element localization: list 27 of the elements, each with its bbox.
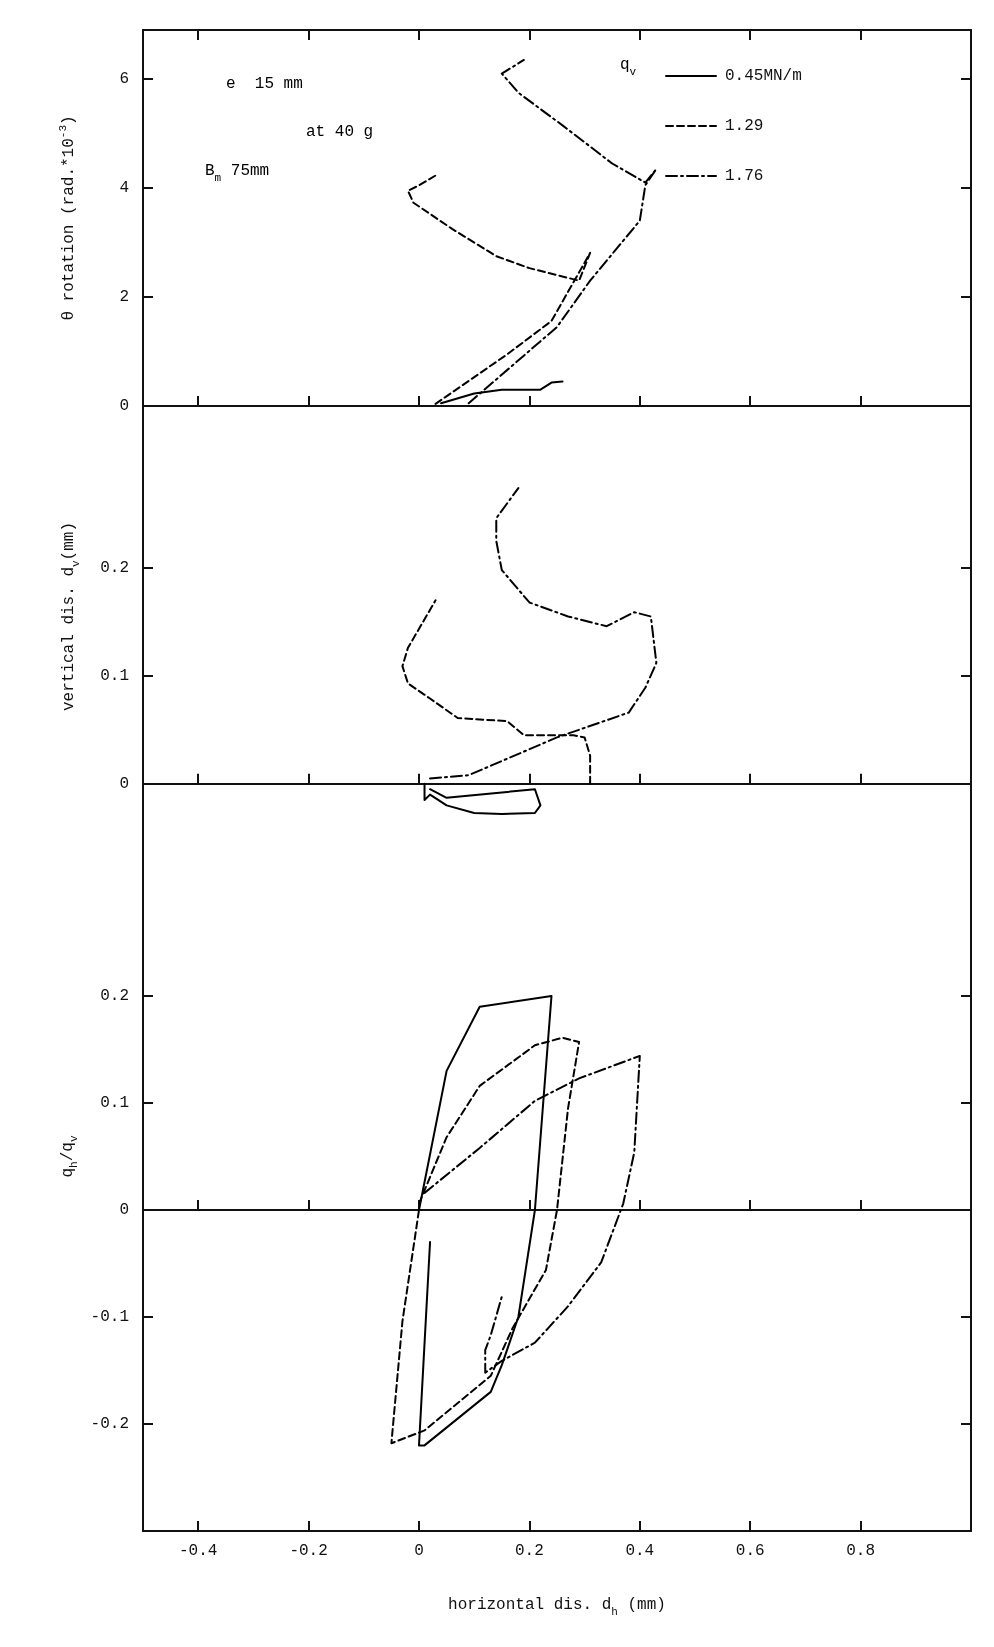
- y-axis-title: θ rotation (rad.*10-3): [56, 115, 78, 321]
- y-tick-label: 0: [119, 774, 129, 793]
- y-tick-label: 0: [119, 1201, 129, 1219]
- y-tick-label: -0.2: [90, 1415, 129, 1433]
- x-tick-label: 0: [414, 1542, 424, 1560]
- y-axis-title: qh/qv: [58, 1135, 81, 1178]
- legend-label: 1.76: [725, 167, 764, 185]
- y-tick-label: 0.2: [100, 558, 129, 577]
- y-tick-label: -0.1: [90, 1308, 129, 1326]
- annotation: at 40 g: [306, 123, 374, 141]
- annotation: e 15 mm: [226, 75, 303, 93]
- legend-label: 0.45MN/m: [725, 67, 802, 85]
- legend-label: 1.29: [725, 117, 764, 135]
- y-tick-label: 2: [119, 288, 129, 307]
- x-tick-label: 0.6: [735, 1542, 765, 1560]
- x-tick-label: 0.8: [846, 1542, 876, 1560]
- y-axis-title: vertical dis. dv(mm): [60, 521, 82, 712]
- y-tick-label: 6: [119, 70, 129, 89]
- y-tick-label: 0.1: [100, 1094, 129, 1112]
- y-tick-label: 4: [119, 179, 129, 198]
- x-tick-label: 0.2: [514, 1542, 544, 1560]
- x-tick-label: -0.2: [289, 1542, 328, 1560]
- y-tick-label: 0.2: [100, 987, 129, 1005]
- y-tick-label: 0.1: [100, 666, 129, 685]
- x-tick-label: -0.4: [179, 1542, 218, 1560]
- x-tick-label: 0.4: [625, 1542, 655, 1560]
- y-tick-label: 0: [119, 397, 129, 415]
